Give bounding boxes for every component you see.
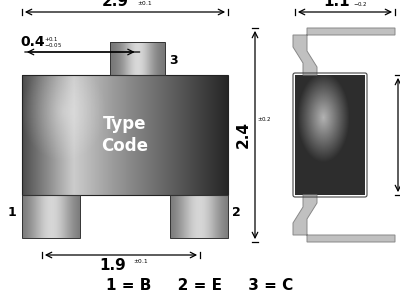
Text: Type
Code: Type Code	[102, 115, 148, 155]
Bar	[22, 75, 228, 195]
Bar	[170, 195, 228, 238]
Text: $^{±0.2}$: $^{±0.2}$	[257, 117, 271, 126]
Text: 2.4: 2.4	[236, 121, 251, 149]
Text: 0.4: 0.4	[20, 35, 45, 49]
Bar	[22, 195, 80, 238]
Text: $^{±0.1}$: $^{±0.1}$	[137, 0, 153, 9]
Text: 2: 2	[232, 205, 241, 219]
Text: 1.9: 1.9	[100, 258, 126, 273]
Text: 3: 3	[169, 54, 178, 66]
Text: $^{+0.1}_{-0.2}$: $^{+0.1}_{-0.2}$	[353, 0, 368, 9]
Text: $^{±0.1}$: $^{±0.1}$	[133, 258, 149, 267]
Text: 1.1: 1.1	[324, 0, 350, 9]
Polygon shape	[293, 28, 395, 75]
Text: 1 = B     2 = E     3 = C: 1 = B 2 = E 3 = C	[106, 278, 294, 294]
Bar	[110, 42, 165, 75]
Text: 2.9: 2.9	[102, 0, 128, 9]
Polygon shape	[293, 195, 395, 242]
Text: $^{+0.1}_{-0.05}$: $^{+0.1}_{-0.05}$	[44, 35, 62, 50]
Text: 1: 1	[8, 205, 17, 219]
